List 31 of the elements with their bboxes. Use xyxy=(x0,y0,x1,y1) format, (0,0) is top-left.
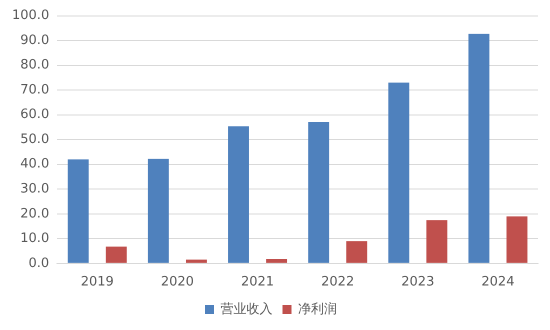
y-tick-label: 20.0 xyxy=(20,206,50,222)
y-tick-label: 100.0 xyxy=(12,8,50,24)
y-tick-label: 90.0 xyxy=(20,32,50,48)
y-tick-label: 80.0 xyxy=(20,58,50,73)
bar xyxy=(148,158,169,263)
legend-label: 营业收入 xyxy=(220,302,272,317)
bar xyxy=(106,246,127,263)
bar xyxy=(266,258,288,263)
bar xyxy=(506,216,528,263)
bar xyxy=(426,220,448,263)
bar xyxy=(468,34,490,263)
y-tick-label: 60.0 xyxy=(20,107,50,122)
x-tick-label: 2020 xyxy=(160,274,194,290)
bar xyxy=(346,241,368,263)
x-tick-label: 2023 xyxy=(401,274,434,290)
y-tick-label: 40.0 xyxy=(20,156,50,172)
legend-label: 净利润 xyxy=(298,302,337,317)
y-tick-label: 10.0 xyxy=(20,231,50,246)
bar xyxy=(228,126,249,263)
bar xyxy=(68,159,89,263)
x-tick-label: 2021 xyxy=(240,274,274,290)
y-tick-label: 50.0 xyxy=(20,132,50,147)
y-tick-label: 30.0 xyxy=(20,181,50,196)
x-tick-label: 2019 xyxy=(80,274,114,290)
bar xyxy=(388,82,410,263)
x-tick-label: 2022 xyxy=(321,274,354,290)
bar xyxy=(308,122,330,263)
x-tick-label: 2024 xyxy=(481,274,514,290)
y-tick-label: 0.0 xyxy=(28,256,50,271)
y-tick-label: 70.0 xyxy=(20,82,50,98)
bar xyxy=(186,260,207,263)
